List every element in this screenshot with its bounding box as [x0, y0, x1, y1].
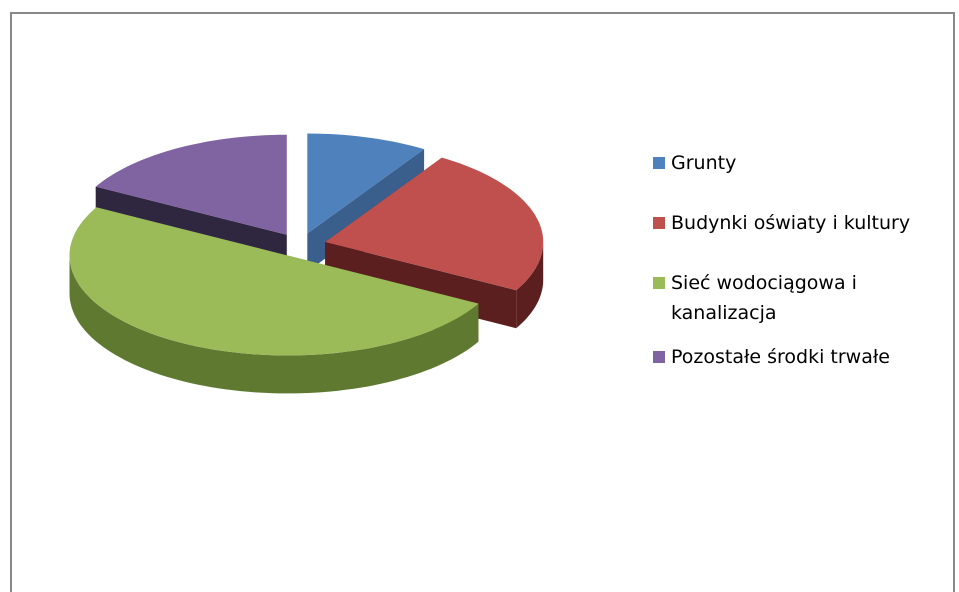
chart-frame	[10, 12, 955, 592]
legend-item: Sieć wodociągowa i kanalizacja	[653, 268, 943, 328]
legend-swatch	[653, 351, 665, 363]
chart	[69, 133, 544, 394]
slice	[95, 134, 287, 235]
legend-swatch	[653, 157, 665, 169]
slice	[325, 157, 544, 291]
slice-wall	[516, 242, 544, 329]
legend-item: Budynki oświaty i kultury	[653, 208, 943, 238]
legend-label: Sieć wodociągowa i kanalizacja	[671, 272, 857, 324]
page: Grunty Budynki oświaty i kultury Sieć wodo…	[10, 12, 955, 592]
legend-swatch	[653, 217, 665, 229]
legend-label: Grunty	[671, 152, 737, 174]
legend-swatch	[653, 277, 665, 289]
slice-wall	[69, 255, 479, 394]
slice	[69, 207, 479, 356]
legend-label: Pozostałe środki trwałe	[671, 346, 890, 368]
legend-item: Pozostałe środki trwałe	[653, 342, 943, 372]
legend-item: Grunty	[653, 148, 943, 178]
slice	[307, 133, 425, 234]
legend-label: Budynki oświaty i kultury	[671, 212, 911, 234]
legend: Grunty Budynki oświaty i kultury Sieć wodo…	[653, 148, 943, 402]
